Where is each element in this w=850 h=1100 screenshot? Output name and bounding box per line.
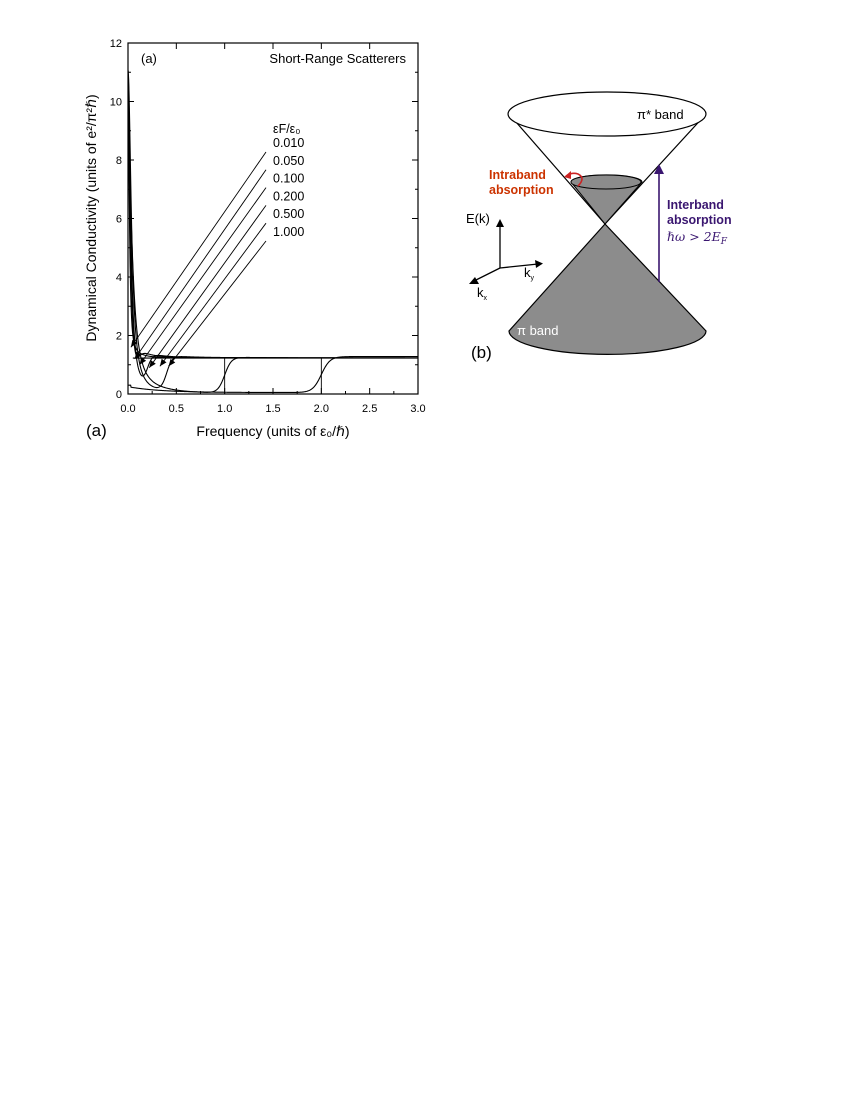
interband-arrowhead bbox=[654, 164, 664, 174]
kx-sub: x bbox=[484, 295, 488, 302]
legend-arrowhead-1.000 bbox=[168, 358, 176, 367]
y-tick-label: 10 bbox=[110, 97, 122, 109]
intraband-label-1: Intraband bbox=[489, 168, 546, 182]
chart-title: Short-Range Scatterers bbox=[269, 51, 406, 66]
condition-main: ℏω > 2E bbox=[667, 229, 721, 244]
legend-entry-0.100: 0.100 bbox=[273, 172, 304, 186]
lower-cone-fill bbox=[508, 223, 707, 355]
e-axis-label: E(k) bbox=[466, 211, 490, 226]
legend-leader-0.010 bbox=[130, 151, 267, 348]
intraband-arrowhead bbox=[564, 171, 571, 179]
ky-main: k bbox=[524, 265, 531, 280]
kx-axis-arrowhead bbox=[469, 277, 479, 284]
x-tick-label: 1.5 bbox=[265, 403, 280, 415]
y-tick-label: 8 bbox=[116, 155, 122, 167]
kx-axis-label: kx bbox=[477, 285, 488, 302]
series-curve-1.000 bbox=[128, 356, 419, 394]
inner-panel-label: (a) bbox=[141, 51, 157, 66]
y-tick-label: 12 bbox=[110, 38, 122, 50]
legend-entry-0.010: 0.010 bbox=[273, 136, 304, 150]
y-tick-label: 2 bbox=[116, 331, 122, 343]
x-axis-label: Frequency (units of ε₀/ℏ) bbox=[196, 423, 349, 439]
e-axis-arrowhead bbox=[496, 219, 504, 227]
x-tick-label: 2.0 bbox=[314, 403, 329, 415]
legend-arrowhead-0.010 bbox=[130, 339, 138, 348]
x-tick-label: 1.0 bbox=[217, 403, 232, 415]
upper-band-label: π* band bbox=[637, 107, 684, 122]
legend-arrowhead-0.200 bbox=[149, 360, 156, 368]
legend-entry-0.200: 0.200 bbox=[273, 189, 304, 203]
conductivity-chart: 0.0 0.5 1.0 1.5 2.0 2.5 3.0 0 2 4 6 8 10 12 0.010 0.05… bbox=[83, 38, 426, 440]
interband-label-1: Interband bbox=[667, 198, 724, 212]
ky-axis-arrowhead bbox=[535, 260, 543, 268]
kx-main: k bbox=[477, 285, 484, 300]
kx-axis bbox=[473, 267, 501, 282]
upper-cone-right-edge bbox=[604, 113, 707, 225]
interband-label-2: absorption bbox=[667, 213, 732, 227]
legend-leader-0.500 bbox=[159, 222, 267, 367]
ky-axis bbox=[499, 263, 539, 269]
legend-arrowhead-0.050 bbox=[134, 351, 142, 359]
interband-condition: ℏω > 2EF bbox=[667, 229, 728, 247]
y-tick-label: 6 bbox=[116, 214, 122, 226]
upper-cone-left-edge bbox=[508, 113, 606, 225]
x-tick-label: 0.5 bbox=[169, 403, 184, 415]
panel-label-b: (b) bbox=[471, 343, 492, 362]
legend-leader-0.050 bbox=[134, 169, 267, 360]
upper-cone-top bbox=[507, 91, 707, 137]
ky-axis-label: ky bbox=[524, 265, 535, 282]
legend-entry-0.050: 0.050 bbox=[273, 154, 304, 168]
dirac-cone-diagram: π* band π band Intraband absorption Inte… bbox=[466, 91, 732, 362]
legend-labels: 0.010 0.050 0.100 0.200 0.500 1.000 bbox=[273, 136, 304, 239]
y-axis-label: Dynamical Conductivity (units of e²/π²ℏ) bbox=[83, 94, 99, 341]
conductivity-curves bbox=[127, 70, 419, 394]
x-tick-label: 2.5 bbox=[362, 403, 377, 415]
legend-leader-0.100 bbox=[139, 187, 267, 366]
legend-leader-0.200 bbox=[148, 205, 267, 368]
y-tick-label: 0 bbox=[116, 389, 122, 401]
figure: 0.0 0.5 1.0 1.5 2.0 2.5 3.0 0 2 4 6 8 10 12 0.010 0.05… bbox=[83, 38, 732, 440]
legend-entry-1.000: 1.000 bbox=[273, 225, 304, 239]
legend-arrowhead-0.100 bbox=[139, 357, 147, 365]
intraband-label-2: absorption bbox=[489, 183, 554, 197]
fermi-level-ellipse bbox=[570, 174, 642, 190]
y-tick-label: 4 bbox=[116, 272, 122, 284]
legend-header: εF/ε₀ bbox=[273, 122, 300, 136]
lower-band-label: π band bbox=[517, 323, 559, 338]
x-tick-label: 0.0 bbox=[120, 403, 135, 415]
legend-leader-1.000 bbox=[168, 240, 267, 367]
condition-sub: F bbox=[720, 237, 728, 247]
x-tick-label: 3.0 bbox=[410, 403, 425, 415]
legend-entry-0.500: 0.500 bbox=[273, 207, 304, 221]
ky-sub: y bbox=[531, 275, 535, 282]
panel-label-a: (a) bbox=[86, 421, 107, 440]
legend-arrowhead-0.500 bbox=[159, 358, 167, 367]
legend-leader-lines bbox=[130, 151, 267, 368]
